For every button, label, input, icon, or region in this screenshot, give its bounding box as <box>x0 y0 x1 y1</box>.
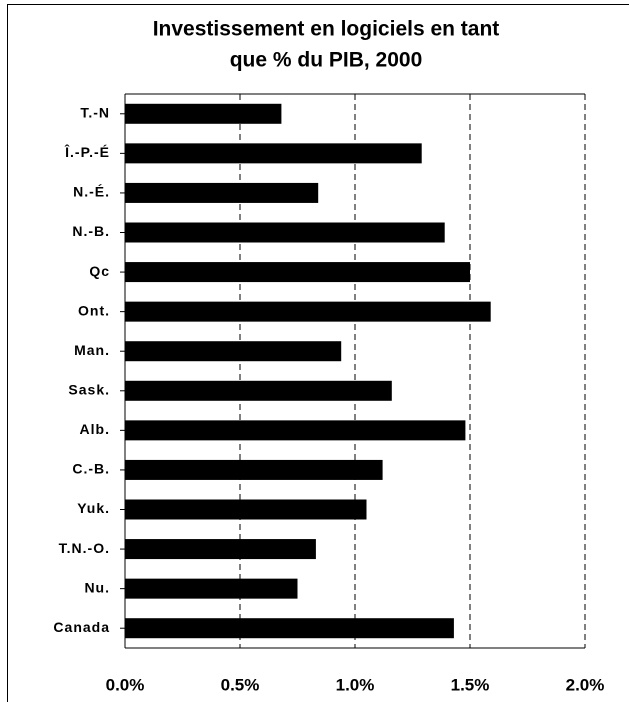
y-tick-label: Î.-P.-É <box>64 143 110 160</box>
bar <box>125 459 383 480</box>
x-tick-label: 1.5% <box>451 675 490 694</box>
y-tick-label: Qc <box>89 263 110 279</box>
bar <box>125 222 445 243</box>
bar <box>125 380 392 401</box>
y-tick-label: Canada <box>53 619 110 635</box>
bar <box>125 143 422 164</box>
y-tick-label: N.-É. <box>73 184 110 200</box>
x-tick-label: 1.0% <box>336 675 375 694</box>
bar <box>125 539 316 560</box>
bar <box>125 301 491 322</box>
bar <box>125 103 282 124</box>
bar <box>125 578 298 599</box>
y-tick-label: Ont. <box>78 302 110 318</box>
bar <box>125 262 470 283</box>
bar <box>125 341 342 362</box>
x-tick-label: 0.0% <box>106 675 145 694</box>
y-tick-label: Man. <box>74 342 110 358</box>
y-tick-label: T.N.-O. <box>59 540 110 556</box>
y-tick-label: T.-N <box>80 104 110 120</box>
chart-title: que % du PIB, 2000 <box>230 49 423 72</box>
y-tick-label: N.-B. <box>72 223 110 239</box>
bar <box>125 499 367 520</box>
bar <box>125 182 319 203</box>
chart-title: Investissement en logiciels en tant <box>153 18 500 41</box>
x-tick-label: 2.0% <box>566 675 605 694</box>
x-tick-label: 0.5% <box>221 675 260 694</box>
bar <box>125 618 454 639</box>
y-tick-label: C.-B. <box>72 461 110 477</box>
y-tick-label: Nu. <box>84 579 110 595</box>
y-tick-label: Yuk. <box>77 500 110 516</box>
bar <box>125 420 466 441</box>
y-tick-label: Alb. <box>80 421 110 437</box>
chart-border <box>7 4 629 702</box>
y-tick-label: Sask. <box>68 381 110 397</box>
